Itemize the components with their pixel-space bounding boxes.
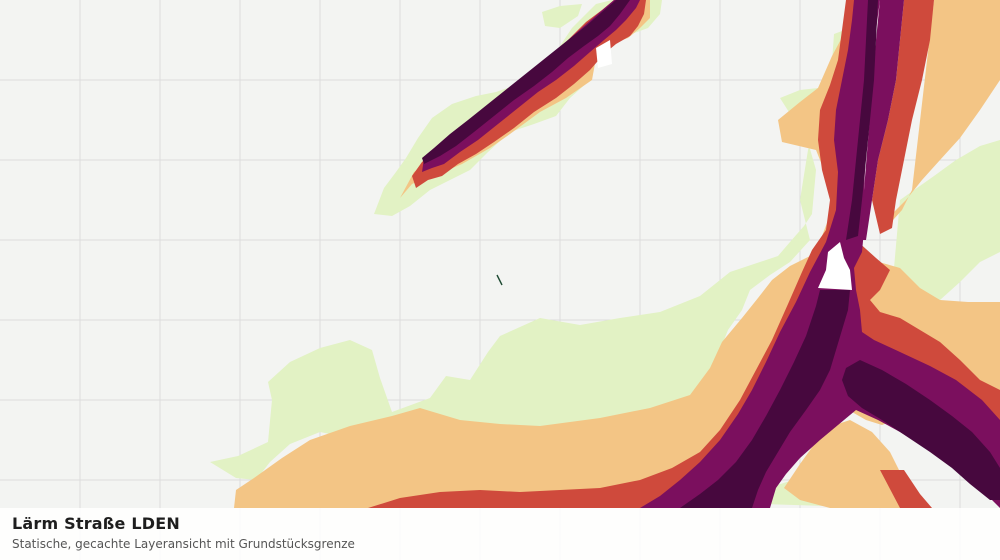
grundstuecksgrenze	[496, 274, 503, 286]
layer-title: Lärm Straße LDEN	[12, 514, 180, 533]
noise-band-highest	[422, 0, 1000, 508]
layer-caption: Lärm Straße LDEN Statische, gecachte Lay…	[0, 508, 1000, 560]
no-data-area	[596, 40, 852, 290]
layer-subtitle: Statische, gecachte Layeransicht mit Gru…	[12, 537, 355, 551]
